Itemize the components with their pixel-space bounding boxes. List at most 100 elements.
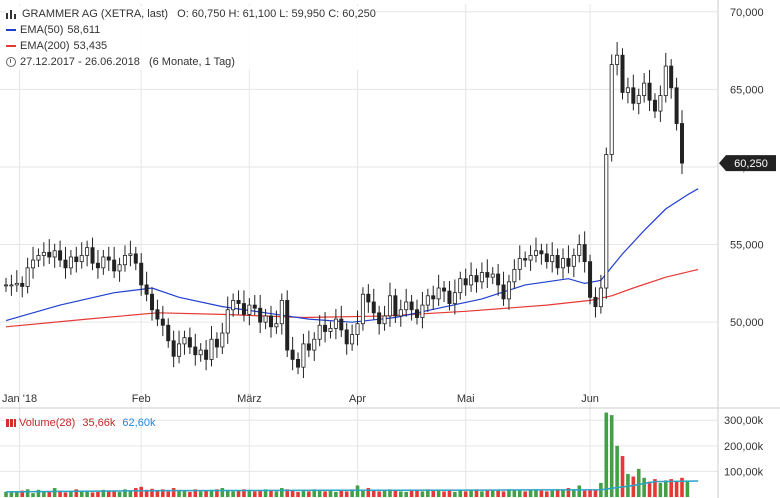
legend-ema50[interactable]: EMA(50) 58,611 — [6, 22, 376, 38]
candle — [393, 288, 398, 323]
volume-bar — [69, 491, 73, 497]
candle — [479, 262, 484, 289]
candle — [566, 245, 571, 274]
candle-body — [452, 292, 457, 304]
candle-body — [458, 278, 463, 294]
candle-body — [268, 315, 273, 328]
candle-body — [393, 295, 398, 317]
volume-bar — [517, 490, 522, 497]
candle-body — [160, 318, 165, 326]
volume-bars — [4, 412, 699, 497]
period-note: (6 Monate, 1 Tag) — [148, 56, 235, 68]
candle — [312, 332, 317, 361]
candle — [501, 271, 506, 306]
volume-bar — [426, 489, 430, 497]
x-tick-label: Apr — [349, 393, 366, 405]
candle-body — [285, 300, 290, 351]
candle — [582, 231, 587, 273]
candle-body — [506, 281, 511, 300]
candle — [231, 293, 236, 317]
candle-body — [312, 338, 317, 351]
volume-bar — [247, 489, 252, 497]
candle-body — [187, 337, 192, 348]
candle-body — [436, 287, 441, 300]
legend-ema200[interactable]: EMA(200) 53,435 — [6, 38, 376, 54]
candle — [209, 326, 214, 367]
volume-bar — [63, 492, 68, 497]
candle-body — [479, 272, 484, 283]
volume-bar — [680, 477, 684, 497]
candle — [139, 253, 144, 296]
volume-bar — [344, 491, 349, 497]
candle — [317, 315, 322, 347]
candle-body — [647, 82, 652, 101]
volume-legend: Volume(28) 35,66k 62,60k — [6, 417, 155, 429]
volume-bar — [188, 491, 192, 497]
volume-bar — [404, 491, 408, 497]
candle-body — [122, 255, 127, 266]
volume-bar — [528, 489, 533, 497]
candle-body — [128, 253, 133, 256]
volume-bar — [420, 491, 425, 497]
candle-body — [615, 54, 620, 65]
candle-body — [279, 300, 284, 325]
candle — [680, 110, 685, 174]
candle — [512, 259, 517, 289]
volume-bar — [31, 493, 35, 497]
candle — [58, 240, 63, 268]
candle — [517, 245, 522, 281]
volume-bar — [193, 489, 198, 497]
candle-body — [550, 255, 555, 263]
volume-bar — [204, 490, 208, 497]
candle — [588, 254, 593, 305]
legend-symbol-row: GRAMMER AG (XETRA, last) O: 60,750 H: 61… — [6, 6, 376, 22]
candle-body — [214, 338, 219, 348]
x-tick-label: März — [237, 393, 261, 405]
candle-body — [47, 251, 52, 258]
candle-body — [377, 312, 382, 325]
volume-bar — [209, 489, 214, 497]
candle — [225, 296, 230, 344]
candle-body — [25, 267, 30, 287]
volume-bar — [507, 489, 511, 497]
candle — [144, 271, 149, 302]
candle — [490, 267, 495, 285]
volume-bar — [388, 489, 392, 497]
volume-bars-icon — [6, 419, 16, 428]
candle-body — [652, 99, 657, 112]
x-tick-label: Jan '18 — [2, 393, 37, 405]
volume-bar — [453, 491, 457, 497]
volume-bar — [653, 479, 657, 497]
candle-body — [79, 255, 84, 263]
candle-body — [209, 338, 214, 360]
candle — [447, 281, 452, 311]
chart-legend: GRAMMER AG (XETRA, last) O: 60,750 H: 61… — [6, 6, 376, 70]
candlestick-icon — [6, 9, 18, 19]
candle-body — [431, 295, 436, 300]
candle-body — [382, 315, 387, 325]
volume-bar — [409, 490, 414, 497]
volume-bar — [215, 489, 219, 497]
volume-bar — [647, 481, 652, 497]
candle-body — [344, 329, 349, 345]
candle — [604, 147, 609, 299]
candle — [285, 290, 290, 358]
volume-bar — [123, 489, 127, 497]
volume-bar — [674, 481, 679, 497]
candle-body — [496, 273, 501, 286]
ema50-label: EMA(50) — [20, 24, 64, 36]
candle-body — [609, 64, 614, 155]
candles — [4, 42, 685, 379]
volume-bar — [328, 489, 333, 497]
candle-body — [544, 253, 549, 263]
volume-bar — [166, 491, 171, 497]
candle-body — [371, 301, 376, 314]
candle-body — [20, 282, 25, 287]
candle-body — [360, 293, 365, 325]
volume-bar — [588, 489, 592, 497]
volume-bar — [512, 489, 517, 497]
candle — [615, 42, 620, 76]
volume-bar — [523, 491, 527, 497]
candle-body — [101, 256, 106, 269]
candle-body — [409, 301, 414, 311]
